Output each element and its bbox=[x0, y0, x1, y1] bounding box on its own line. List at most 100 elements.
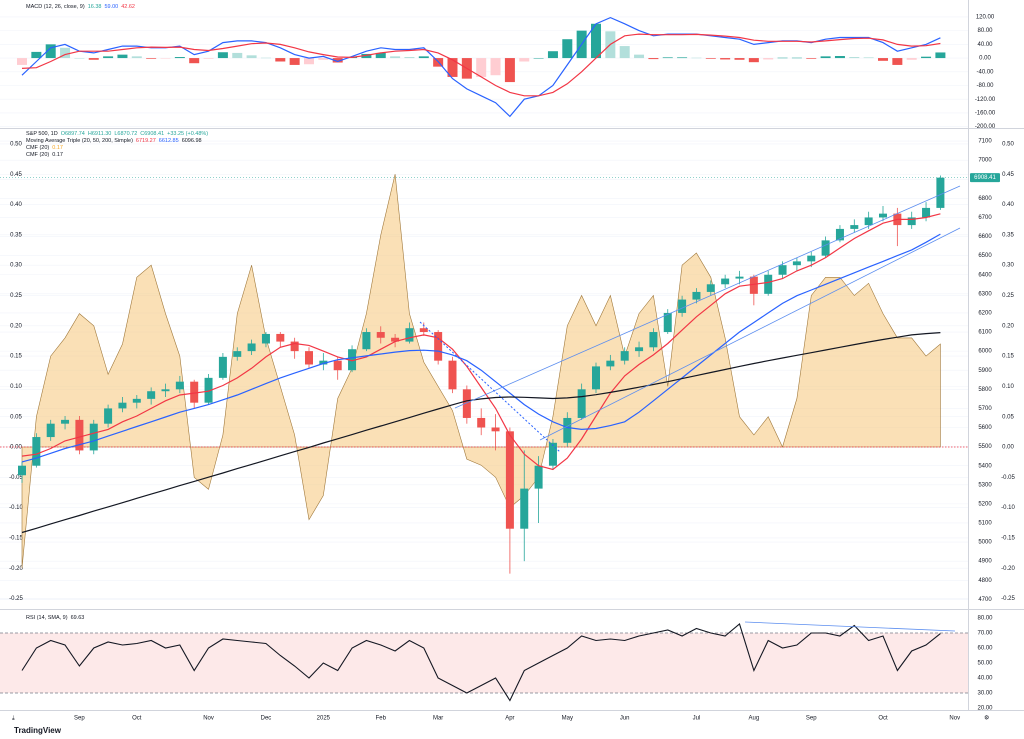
brand[interactable]: TradingView bbox=[14, 726, 61, 735]
series-line bbox=[21, 233, 941, 463]
histogram-bar bbox=[332, 58, 343, 63]
histogram-bar bbox=[146, 58, 157, 59]
candle-body bbox=[18, 465, 26, 476]
tick-label: 6500 bbox=[978, 253, 992, 259]
candle-body bbox=[807, 255, 816, 262]
candle-body bbox=[663, 312, 672, 333]
candle-body bbox=[132, 398, 141, 403]
tick-label: 20.00 bbox=[977, 706, 993, 712]
histogram-bar bbox=[103, 56, 114, 59]
tick-label: 0.30 bbox=[10, 263, 22, 269]
x-tick-label: Sep bbox=[74, 716, 85, 722]
candle-body bbox=[577, 389, 586, 418]
tick-label: 4800 bbox=[978, 578, 992, 584]
candle-body bbox=[448, 360, 457, 390]
tick-label: -0.05 bbox=[9, 475, 23, 481]
histogram-bar bbox=[648, 58, 659, 60]
histogram-bar bbox=[849, 57, 860, 59]
rsi-band bbox=[0, 633, 968, 693]
candle-body bbox=[233, 351, 242, 357]
x-tick-label: Oct bbox=[878, 716, 888, 722]
histogram-bar bbox=[246, 55, 257, 59]
goto-icon[interactable]: ⤓ bbox=[12, 715, 15, 722]
candle-body bbox=[319, 360, 328, 365]
histogram-bar bbox=[418, 56, 429, 59]
histogram-bar bbox=[45, 44, 56, 59]
histogram-bar bbox=[906, 58, 917, 60]
tick-label: 0.10 bbox=[1002, 384, 1014, 390]
candle-body bbox=[764, 274, 773, 294]
indicator-value: 6719.27 bbox=[135, 138, 156, 144]
histogram-bar bbox=[217, 52, 228, 59]
candle-body bbox=[276, 333, 285, 342]
candle-body bbox=[907, 217, 916, 226]
histogram-bar bbox=[863, 57, 874, 59]
histogram-bar bbox=[88, 58, 99, 60]
candle-body bbox=[879, 213, 887, 218]
tick-label: 0.10 bbox=[10, 384, 22, 390]
candle-body bbox=[850, 225, 859, 229]
tick-label: -0.20 bbox=[9, 566, 23, 572]
tick-label: 30.00 bbox=[977, 691, 993, 697]
tick-label: 120.00 bbox=[976, 14, 995, 20]
histogram-bar bbox=[160, 58, 171, 59]
histogram-bar bbox=[935, 52, 946, 59]
candle-body bbox=[147, 391, 156, 399]
histogram-bar bbox=[547, 51, 558, 59]
tick-label: 0.15 bbox=[10, 354, 22, 360]
candle-body bbox=[491, 427, 500, 432]
candle-body bbox=[620, 351, 629, 361]
x-tick-label: Mar bbox=[433, 716, 443, 722]
histogram-bar bbox=[174, 57, 185, 59]
candle-body bbox=[261, 333, 270, 344]
ohlc: C6908.41 bbox=[140, 131, 165, 137]
plot-layers: 120.00 80.00 40.00 0.00 -40.00 -80.00 -120.00 -… bbox=[0, 14, 1015, 722]
tick-label: 5500 bbox=[978, 444, 992, 450]
histogram-bar bbox=[705, 58, 716, 59]
histogram-bar bbox=[17, 58, 27, 65]
histogram-bar bbox=[591, 23, 601, 59]
histogram-bar bbox=[375, 52, 386, 59]
tick-label: 0.25 bbox=[10, 293, 22, 299]
tick-label: -0.10 bbox=[9, 505, 23, 511]
indicator-title: CMF (20) bbox=[26, 152, 50, 158]
histogram-bar bbox=[734, 58, 745, 60]
candle-body bbox=[118, 402, 127, 409]
histogram-bar bbox=[777, 57, 788, 59]
candle-body bbox=[936, 177, 945, 208]
rsi-legend: RSI (14, SMA, 9) 69.63 bbox=[26, 615, 87, 622]
tick-label: 5000 bbox=[978, 540, 992, 546]
indicator-title: Moving Average Triple (20, 50, 200, Simp… bbox=[26, 138, 133, 144]
x-tick-label: Jul bbox=[693, 716, 701, 722]
tick-label: 5400 bbox=[978, 463, 992, 469]
candle-body bbox=[864, 217, 873, 226]
histogram-bar bbox=[31, 51, 42, 59]
x-tick-label: Dec bbox=[261, 716, 272, 722]
candle-body bbox=[462, 389, 471, 418]
candle-body bbox=[46, 423, 55, 438]
tick-label: -80.00 bbox=[976, 83, 994, 89]
tick-label: 0.50 bbox=[10, 142, 22, 148]
candle-body bbox=[89, 423, 98, 451]
tick-label: -160.00 bbox=[975, 111, 996, 117]
tick-label: 0.40 bbox=[10, 202, 22, 208]
settings-icon[interactable]: ⚙ bbox=[984, 715, 989, 722]
histogram-bar bbox=[820, 56, 831, 59]
histogram-bar bbox=[490, 58, 501, 76]
x-tick-label: Nov bbox=[949, 716, 960, 722]
tick-label: 0.35 bbox=[10, 232, 22, 238]
tick-label: 5300 bbox=[978, 482, 992, 488]
histogram-bar bbox=[304, 58, 314, 65]
tick-label: 0.40 bbox=[1002, 202, 1014, 208]
histogram-bar bbox=[562, 39, 573, 59]
candle-body bbox=[735, 276, 744, 279]
legend-value: 69.63 bbox=[70, 615, 85, 621]
tick-label: 4700 bbox=[978, 597, 992, 603]
tick-label: 5900 bbox=[978, 368, 992, 374]
tick-label: 6100 bbox=[978, 330, 992, 336]
tick-label: 7100 bbox=[978, 139, 992, 145]
candle-body bbox=[419, 328, 428, 333]
x-tick-label: 2025 bbox=[317, 716, 331, 722]
tick-label: 0.20 bbox=[10, 323, 22, 329]
tick-label: 70.00 bbox=[977, 631, 993, 637]
